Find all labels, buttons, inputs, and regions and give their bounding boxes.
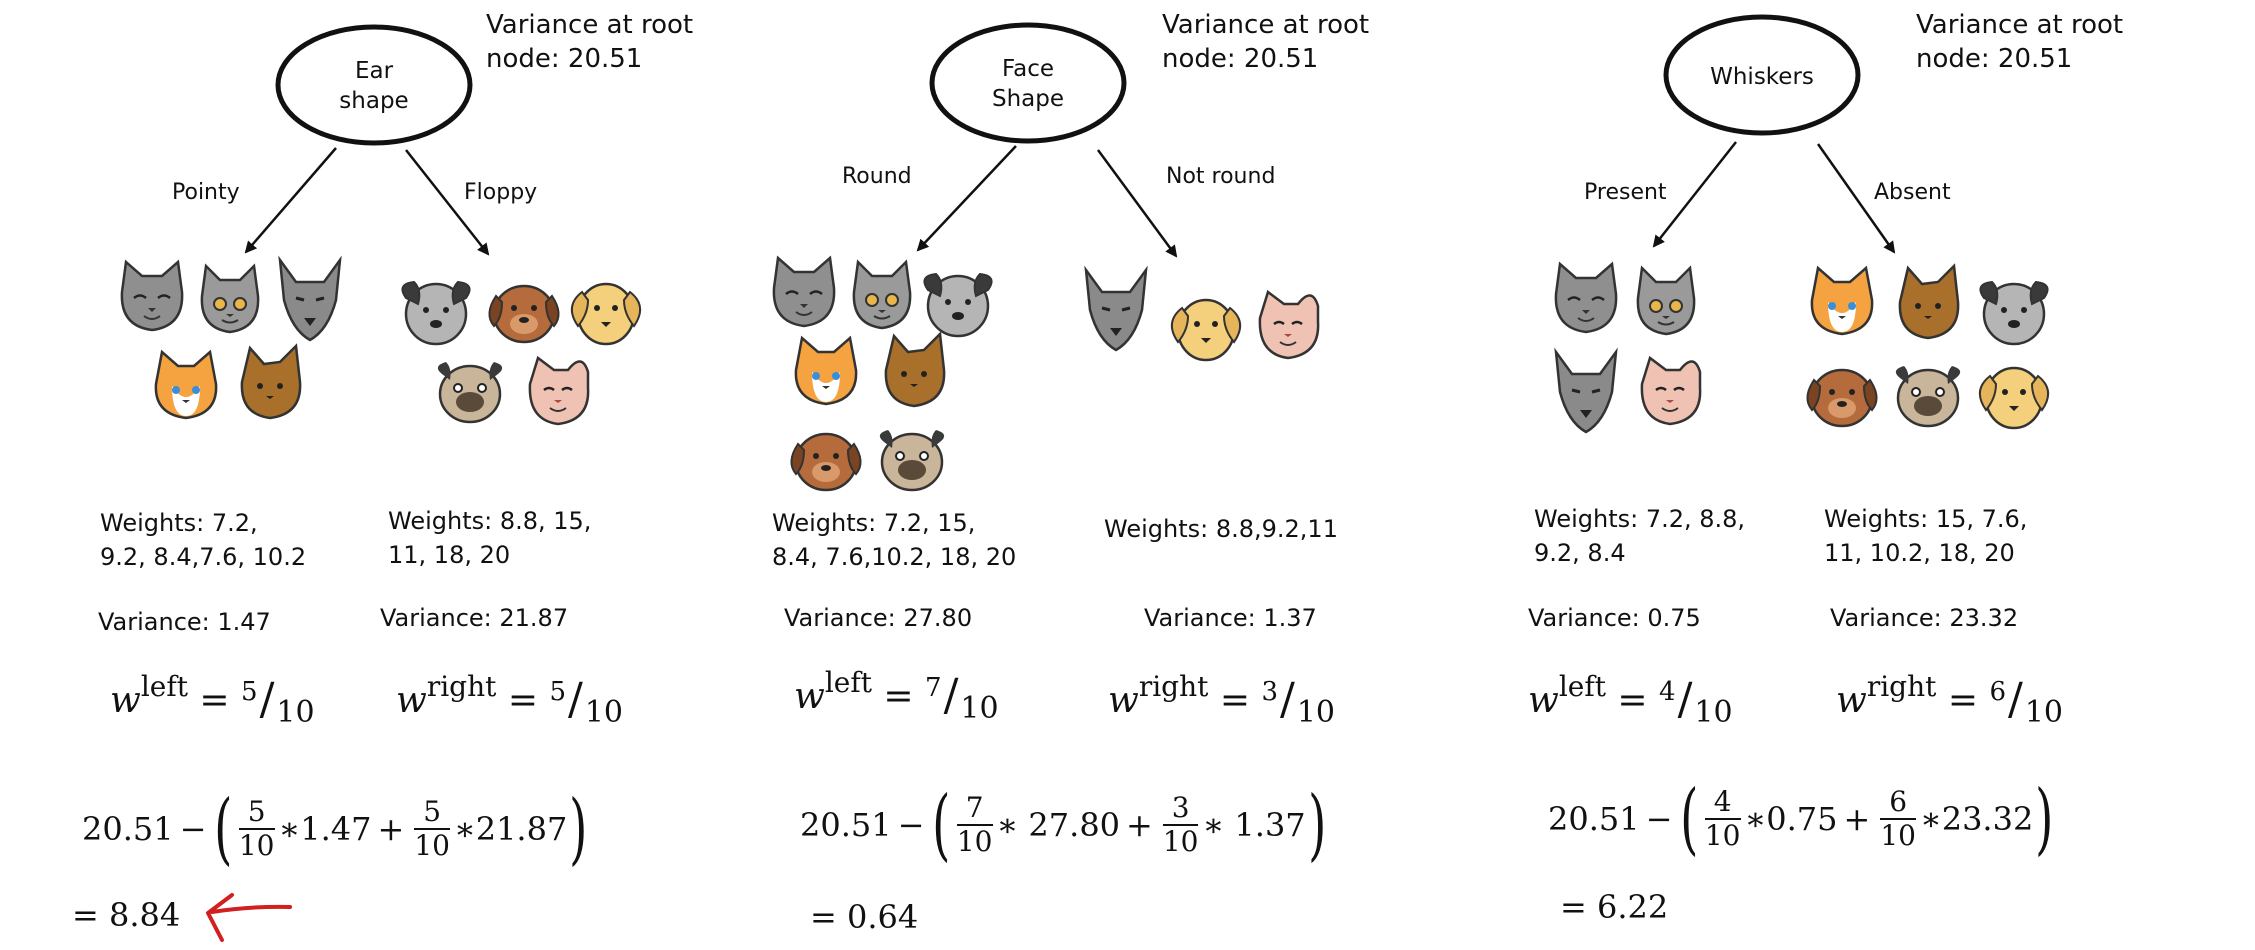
left-variance: Variance: 0.75 (1528, 604, 1701, 632)
root-label: Face Shape (991, 56, 1065, 112)
gray-dog-icon (401, 280, 471, 346)
brown-cat-icon (240, 344, 302, 420)
orange-cat-icon (794, 336, 858, 406)
branch-label-left: Pointy (172, 180, 240, 205)
root-variance: Variance at root node: 20.51 (1162, 10, 1370, 74)
gray-cat-icon (852, 260, 912, 330)
brown-dog-icon (488, 284, 560, 344)
right-variance: Variance: 23.32 (1830, 604, 2019, 632)
root-variance: Variance at root node: 20.51 (1916, 10, 2124, 74)
branch-label-right: Floppy (464, 180, 538, 205)
left-weights: Weights: 7.2, 8.8, 9.2, 8.4 (1534, 505, 1746, 567)
info-gain-result: = 6.22 (1560, 888, 1669, 926)
root-label: Whiskers (1710, 64, 1814, 90)
root-node-face-shape (929, 22, 1127, 144)
right-variance: Variance: 1.37 (1144, 604, 1317, 632)
brown-dog-icon (1806, 368, 1878, 428)
branch-label-left: Round (842, 164, 912, 189)
w-left: wleft = 5/10 (110, 670, 315, 730)
root-node-whiskers (1663, 14, 1861, 136)
info-gain-result: = 8.84 (72, 896, 181, 934)
branch-label-right: Absent (1874, 180, 1951, 205)
root-label: Ear shape (339, 58, 409, 114)
branch-arrow-right (405, 149, 490, 256)
left-variance: Variance: 27.80 (784, 604, 973, 632)
gray-wolf-icon (1554, 350, 1618, 434)
right-variance: Variance: 21.87 (380, 604, 569, 632)
root-variance: Variance at root node: 20.51 (486, 10, 694, 74)
gray-cat-icon (120, 260, 184, 332)
info-gain-formula: 20.51−( 5 10 ∗ 1.47 + 5 10 ∗ 21.87) (82, 784, 588, 874)
info-gain-formula: 20.51−( 4 10 ∗ 0.75 + 6 10 ∗ 23.32) (1548, 774, 2054, 864)
gray-wolf-icon (278, 258, 342, 342)
branch-arrow-right (1096, 149, 1178, 258)
gray-dog-icon (1979, 280, 2049, 346)
branch-label-left: Present (1584, 180, 1667, 205)
tan-dog-icon (570, 282, 642, 346)
gray-wolf-icon (1084, 268, 1148, 352)
pink-cat-icon (1258, 290, 1320, 360)
tan-dog-icon (1170, 298, 1242, 362)
branch-arrow-left (1652, 141, 1737, 248)
brown-cat-icon (884, 332, 946, 408)
gray-cat-icon (1636, 266, 1696, 336)
left-weights: Weights: 7.2, 15, 8.4, 7.6,10.2, 18, 20 (772, 509, 1017, 571)
info-gain-formula: 20.51−( 7 10 ∗ 27.80 + 3 10 ∗ 1.37) (800, 780, 1327, 870)
branch-arrow-left (244, 147, 337, 254)
pink-cat-icon (1640, 356, 1702, 426)
w-left: wleft = 4/10 (1528, 670, 1733, 730)
gray-cat-icon (1554, 262, 1618, 334)
root-node-ear-shape (275, 24, 473, 146)
pug-dog-icon (1894, 364, 1962, 428)
info-gain-result: = 0.64 (810, 898, 919, 936)
gray-cat-icon (200, 264, 260, 334)
branch-arrow-left (916, 145, 1017, 252)
right-weights: Weights: 8.8,9.2,11 (1104, 515, 1338, 543)
w-right: wright = 6/10 (1836, 670, 2064, 730)
orange-cat-icon (154, 350, 218, 420)
gray-cat-icon (772, 256, 836, 328)
red-arrow-icon (210, 904, 292, 914)
pink-cat-icon (528, 356, 590, 426)
orange-cat-icon (1810, 266, 1874, 336)
right-weights: Weights: 8.8, 15, 11, 18, 20 (388, 507, 592, 569)
brown-cat-icon (1898, 264, 1960, 340)
branch-arrow-right (1816, 143, 1896, 254)
right-weights: Weights: 15, 7.6, 11, 10.2, 18, 20 (1824, 505, 2028, 567)
tan-dog-icon (1978, 366, 2050, 430)
gray-dog-icon (923, 272, 993, 338)
w-left: wleft = 7/10 (794, 666, 999, 726)
left-weights: Weights: 7.2, 9.2, 8.4,7.6, 10.2 (100, 509, 307, 571)
w-right: wright = 5/10 (396, 670, 624, 730)
left-variance: Variance: 1.47 (98, 608, 271, 636)
branch-label-right: Not round (1166, 164, 1276, 189)
pug-dog-icon (878, 428, 946, 492)
brown-dog-icon (790, 432, 862, 492)
pug-dog-icon (436, 360, 504, 424)
w-right: wright = 3/10 (1108, 670, 1336, 730)
